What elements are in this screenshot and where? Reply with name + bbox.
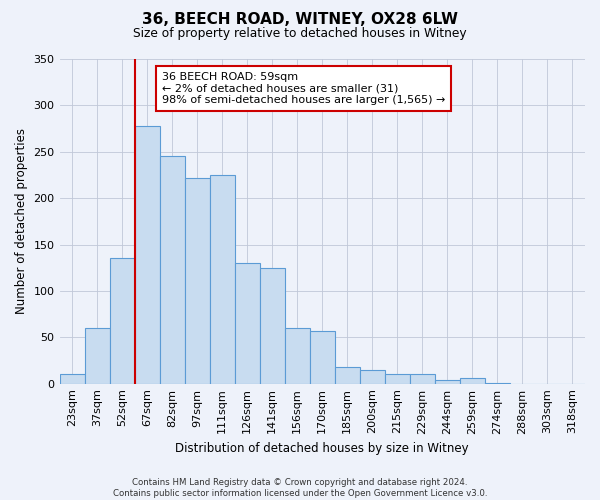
Bar (310, 331, 335, 384)
Bar (160, 156, 185, 384)
Bar (285, 328, 310, 384)
Bar (335, 367, 360, 384)
Bar (185, 178, 209, 384)
Bar (485, 383, 510, 384)
Bar (410, 374, 435, 384)
Bar (360, 370, 385, 384)
Bar (59, 374, 85, 384)
Bar (134, 126, 160, 384)
X-axis label: Distribution of detached houses by size in Witney: Distribution of detached houses by size … (175, 442, 469, 455)
Bar (385, 374, 410, 384)
Y-axis label: Number of detached properties: Number of detached properties (15, 128, 28, 314)
Bar (435, 380, 460, 384)
Bar (85, 328, 110, 384)
Text: 36, BEECH ROAD, WITNEY, OX28 6LW: 36, BEECH ROAD, WITNEY, OX28 6LW (142, 12, 458, 28)
Bar (260, 268, 285, 384)
Bar (235, 263, 260, 384)
Bar (209, 175, 235, 384)
Bar (460, 378, 485, 384)
Text: Contains HM Land Registry data © Crown copyright and database right 2024.
Contai: Contains HM Land Registry data © Crown c… (113, 478, 487, 498)
Bar (110, 258, 134, 384)
Text: Size of property relative to detached houses in Witney: Size of property relative to detached ho… (133, 28, 467, 40)
Text: 36 BEECH ROAD: 59sqm
← 2% of detached houses are smaller (31)
98% of semi-detach: 36 BEECH ROAD: 59sqm ← 2% of detached ho… (162, 72, 445, 105)
